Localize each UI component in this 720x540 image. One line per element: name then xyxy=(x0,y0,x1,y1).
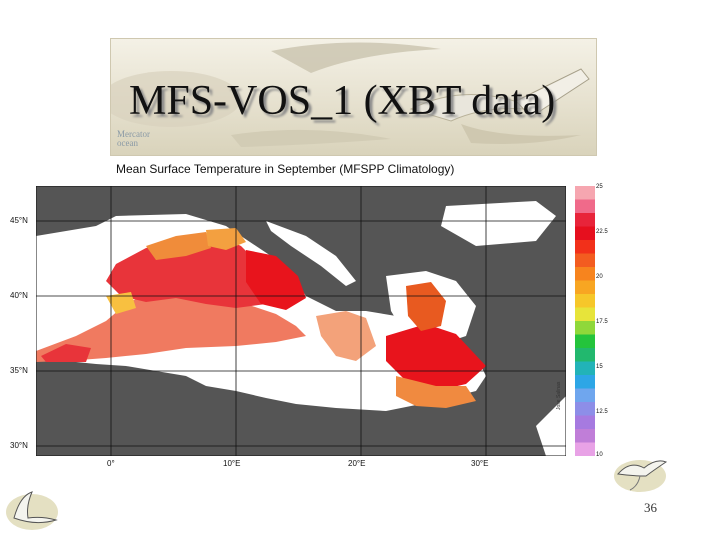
map-credit: Jose Salinas xyxy=(556,381,562,410)
seagull-logo-left xyxy=(6,491,58,530)
banner-logo-text: Mercator ocean xyxy=(117,129,150,148)
lon-label-10e: 10°E xyxy=(223,459,241,468)
lat-label-45n: 45°N xyxy=(10,216,28,225)
sst-map xyxy=(36,186,566,456)
colorbar-swatch xyxy=(575,402,595,416)
colorbar-swatch xyxy=(575,226,595,241)
colorbar-swatch xyxy=(575,186,595,200)
colorbar-swatch xyxy=(575,429,595,443)
colorbar-swatch xyxy=(575,334,595,349)
lon-label-0: 0° xyxy=(107,459,115,468)
sst-alboran xyxy=(41,344,91,362)
sst-western-basin-warm xyxy=(106,234,276,308)
colorbar-swatch xyxy=(575,294,595,308)
title-banner: MFS-VOS_1 (XBT data) Mercator ocean xyxy=(110,38,597,156)
colorbar-label-20: 20 xyxy=(596,274,603,280)
colorbar-label-15: 15 xyxy=(596,364,603,370)
colorbar-swatch xyxy=(575,415,595,430)
adriatic-sea xyxy=(266,221,356,286)
colorbar-swatch xyxy=(575,280,595,295)
colorbar-swatch xyxy=(575,240,595,254)
colorbar-swatch xyxy=(575,307,595,322)
colorbar-label-17-5: 17.5 xyxy=(596,319,608,325)
lon-label-20e: 20°E xyxy=(348,459,366,468)
colorbar-label-10: 10 xyxy=(596,452,603,458)
sst-balearic xyxy=(106,292,136,314)
seagull-banner-illustration xyxy=(111,42,590,147)
colorbar-label-22-5: 22.5 xyxy=(596,229,608,235)
colorbar-swatch xyxy=(575,199,595,214)
lon-label-30e: 30°E xyxy=(471,459,489,468)
page-number: 36 xyxy=(644,500,657,515)
colorbar-swatch xyxy=(575,213,595,227)
colorbar-swatch xyxy=(575,375,595,389)
seagull-logo-right xyxy=(614,460,668,492)
sst-aegean-warm xyxy=(386,324,486,391)
colorbar xyxy=(575,186,595,456)
colorbar-swatch xyxy=(575,253,595,268)
lat-label-35n: 35°N xyxy=(10,366,28,375)
sst-tyrrhenian xyxy=(246,250,306,310)
colorbar-label-12-5: 12.5 xyxy=(596,409,608,415)
colorbar-swatch xyxy=(575,388,595,403)
map-grid xyxy=(36,186,566,456)
colorbar-swatch xyxy=(575,267,595,281)
red-sea-corner xyxy=(536,396,566,456)
sst-levantine-cool xyxy=(396,376,476,408)
colorbar-swatch xyxy=(575,442,595,456)
sst-gulf-of-lion xyxy=(146,232,211,260)
map-title: Mean Surface Temperature in September (M… xyxy=(116,162,455,176)
colorbar-swatch xyxy=(575,321,595,335)
sst-aegean-islands xyxy=(406,282,446,331)
slide-title: MFS-VOS_1 (XBT data) xyxy=(129,78,556,124)
colorbar-label-25: 25 xyxy=(596,184,603,190)
lat-label-40n: 40°N xyxy=(10,291,28,300)
lat-label-30n: 30°N xyxy=(10,441,28,450)
colorbar-swatch xyxy=(575,348,595,362)
black-sea xyxy=(441,201,556,246)
colorbar-swatch xyxy=(575,361,595,376)
